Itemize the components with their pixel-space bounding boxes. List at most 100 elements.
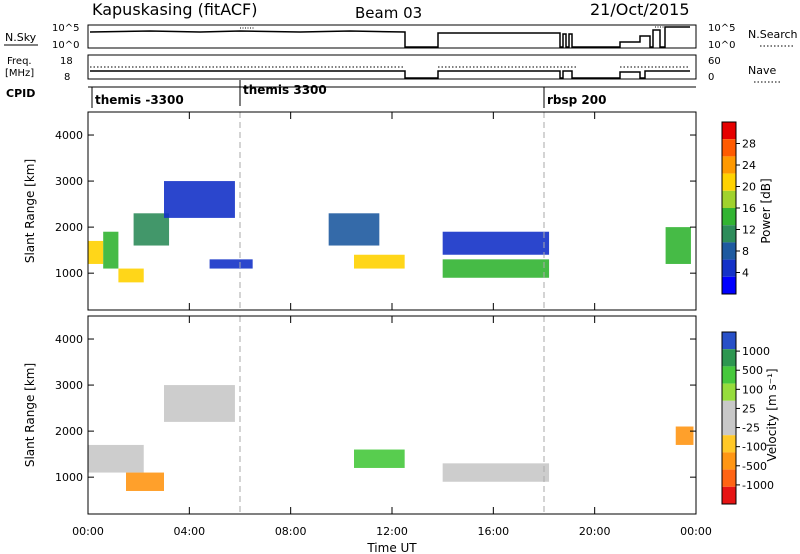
velocity-region-5 (675, 426, 694, 445)
power-ytick-label-3: 4000 (55, 129, 83, 142)
velocity-colorbar-frame (721, 331, 737, 505)
velocity-ytick-label-1: 2000 (55, 425, 83, 438)
velocity-region-4 (442, 463, 550, 482)
power-colorbar-tick-label-3: 16 (742, 202, 756, 215)
cpid-label: CPID (6, 87, 35, 100)
x-tick-label-0: 00:00 (72, 525, 104, 538)
nave-tick-bottom: 0 (708, 72, 714, 83)
nsearch-tick-top: 10^5 (708, 23, 735, 34)
velocity-colorbar-tick-label-3: 25 (742, 402, 756, 415)
power-x-ticks (87, 112, 697, 310)
nave-tick-top: 60 (708, 56, 721, 67)
power-colorbar-swatch-1 (722, 139, 736, 157)
power-ytick-label-0: 1000 (55, 267, 83, 280)
velocity-ytick-label-3: 4000 (55, 333, 83, 346)
velocity-region-3 (354, 449, 405, 468)
power-colorbar-tick-label-5: 8 (742, 245, 749, 258)
velocity-colorbar-swatch-3 (722, 383, 736, 401)
velocity-colorbar-swatch-7 (722, 452, 736, 470)
velocity-colorbar-swatch-2 (722, 366, 736, 384)
power-region-3 (133, 213, 170, 246)
velocity-ytick-label-0: 1000 (55, 471, 83, 484)
power-region-8 (442, 259, 550, 278)
nsky-tick-bottom: 10^0 (52, 40, 79, 51)
power-region-9 (442, 231, 550, 255)
velocity-region-0 (88, 444, 144, 473)
power-panel: 1000 2000 3000 4000 Slant Range [km] 28 24 20… (23, 111, 773, 311)
nsky-trace (89, 26, 690, 48)
power-y-axis-label: Slant Range [km] (23, 159, 37, 263)
cpid-segment-2: rbsp 200 (547, 93, 606, 107)
nsky-tick-top: 10^5 (52, 23, 79, 34)
nsky-label: N.Sky (5, 31, 37, 44)
power-marks (88, 181, 691, 283)
power-colorbar-tick-label-1: 24 (742, 159, 756, 172)
power-ytick-label-1: 2000 (55, 221, 83, 234)
power-colorbar-tick-label-2: 20 (742, 181, 756, 194)
velocity-colorbar-tick-label-6: -500 (742, 460, 767, 473)
velocity-colorbar-tick-label-0: 1000 (742, 345, 770, 358)
velocity-y-axis-label: Slant Range [km] (23, 363, 37, 467)
velocity-colorbar-tick-label-2: 100 (742, 383, 763, 396)
power-colorbar-tick-label-6: 4 (742, 267, 749, 280)
power-region-7 (328, 213, 380, 246)
velocity-colorbar-swatch-1 (722, 349, 736, 367)
cpid-segment-0: themis -3300 (95, 93, 184, 107)
power-colorbar-swatch-5 (722, 208, 736, 226)
power-colorbar-swatch-0 (722, 122, 736, 140)
power-colorbar-swatch-2 (722, 156, 736, 174)
date-label: 21/Oct/2015 (590, 0, 690, 19)
velocity-colorbar-tick-label-4: -25 (742, 422, 760, 435)
station-title: Kapuskasing (fitACF) (92, 0, 257, 19)
power-colorbar-tick-label-0: 28 (742, 138, 756, 151)
power-colorbar-swatch-7 (722, 242, 736, 260)
nave-label: Nave (748, 64, 776, 77)
power-ytick-label-2: 3000 (55, 175, 83, 188)
power-region-2 (118, 268, 144, 283)
freq-tick-top: 18 (60, 56, 73, 67)
power-region-10 (665, 227, 691, 264)
velocity-colorbar-swatch-6 (722, 435, 736, 453)
x-tick-label-5: 20:00 (579, 525, 611, 538)
frequency-trace (90, 70, 690, 79)
power-colorbar-swatch-9 (722, 276, 736, 294)
nsearch-dots (240, 26, 690, 29)
nsky-panel: N.Sky 10^5 10^0 10^5 10^0 N.Search (4, 23, 798, 51)
power-region-1 (103, 231, 119, 269)
x-tick-label-3: 12:00 (376, 525, 408, 538)
cpid-row: CPID themis -3300 themis 3300 rbsp 200 (6, 80, 696, 108)
x-tick-label-6: 00:00 (680, 525, 712, 538)
x-axis-label: Time UT (366, 541, 417, 554)
power-colorbar-swatch-3 (722, 173, 736, 191)
velocity-colorbar-tick-label-1: 500 (742, 364, 763, 377)
x-tick-label-2: 08:00 (275, 525, 307, 538)
velocity-colorbar-swatch-9 (722, 486, 736, 504)
nsky-frame (87, 24, 697, 49)
velocity-colorbar-tick-label-5: -100 (742, 441, 767, 454)
power-colorbar-swatch-8 (722, 259, 736, 277)
velocity-region-2 (164, 385, 235, 422)
frequency-panel: Freq. [MHz] 18 8 60 0 Nave (5, 54, 780, 83)
velocity-colorbar-swatch-8 (722, 469, 736, 487)
velocity-marks (88, 385, 694, 491)
velocity-colorbar-label: Velocity [m s⁻¹] (765, 368, 779, 461)
power-colorbar-swatch-4 (722, 190, 736, 208)
nsearch-tick-bottom: 10^0 (708, 40, 735, 51)
velocity-x-ticks (87, 316, 697, 514)
power-colorbar-swatch-6 (722, 225, 736, 243)
freq-tick-bottom: 8 (64, 72, 70, 83)
power-region-4 (164, 181, 235, 218)
power-colorbar: 28 24 20 16 12 8 4 (721, 121, 756, 295)
x-tick-labels: 00:00 04:00 08:00 12:00 16:00 20:00 00:00 (72, 525, 712, 538)
nsearch-label: N.Search (748, 28, 798, 41)
velocity-colorbar-swatch-5 (722, 418, 736, 436)
x-tick-label-1: 04:00 (173, 525, 205, 538)
velocity-region-1 (126, 472, 164, 491)
frequency-frame (87, 54, 697, 80)
power-colorbar-tick-label-4: 12 (742, 224, 756, 237)
power-region-6 (354, 254, 405, 269)
freq-label-line2: [MHz] (5, 68, 34, 79)
velocity-colorbar: 1000 500 100 25 -25 -100 -500 -1000 (721, 331, 774, 505)
freq-label-line1: Freq. (7, 56, 32, 67)
